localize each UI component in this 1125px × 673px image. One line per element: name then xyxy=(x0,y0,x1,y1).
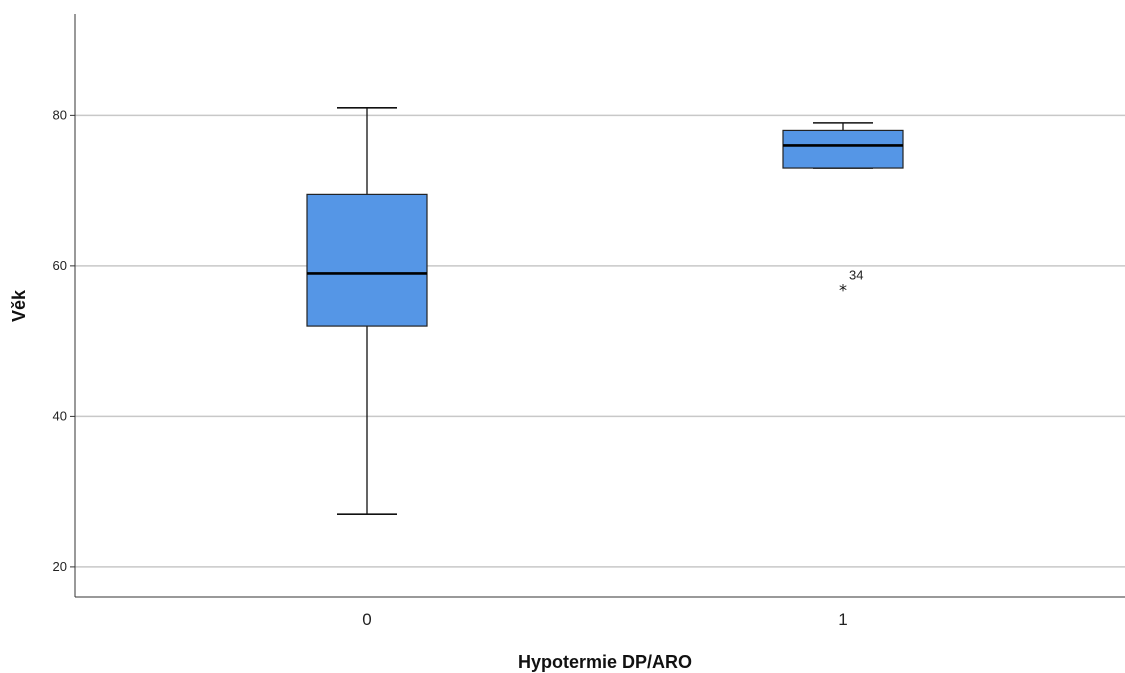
y-tick-label: 20 xyxy=(53,559,67,574)
grid-layer xyxy=(75,114,1125,568)
y-tick-label: 60 xyxy=(53,258,67,273)
outlier-label: 34 xyxy=(849,267,863,282)
x-tick-label: 0 xyxy=(362,610,371,629)
y-tick-label: 80 xyxy=(53,107,67,122)
box-iqr xyxy=(306,193,428,327)
box-group-0 xyxy=(306,107,428,516)
box-iqr xyxy=(782,129,904,169)
y-tick-label: 40 xyxy=(53,408,67,423)
axes-layer xyxy=(70,14,1125,598)
box-group-1: *34 xyxy=(782,122,904,299)
x-tick-label: 1 xyxy=(838,610,847,629)
x-axis-title: Hypotermie DP/ARO xyxy=(518,652,692,672)
y-axis-title: Věk xyxy=(9,289,29,322)
labels-layer: Hypotermie DP/ARO Věk 20 40 60 80 0 1 xyxy=(9,107,848,672)
outlier-marker: * xyxy=(839,280,847,299)
boxes-layer: *34 xyxy=(306,107,904,516)
